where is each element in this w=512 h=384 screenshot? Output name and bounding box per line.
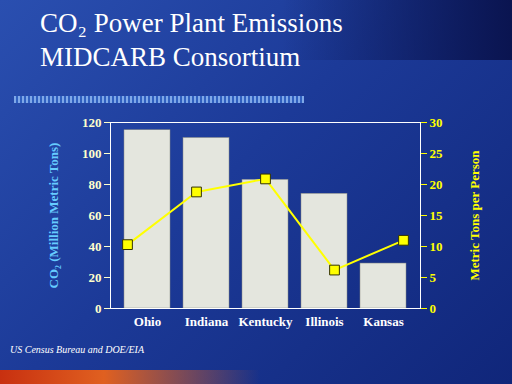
svg-text:5: 5	[430, 270, 437, 285]
svg-text:20: 20	[430, 177, 443, 192]
svg-text:80: 80	[89, 177, 102, 192]
svg-text:60: 60	[89, 208, 102, 223]
html-text:MIDCARB Consortium: MIDCARB Consortium	[40, 42, 301, 72]
svg-text:15: 15	[430, 208, 444, 223]
svg-text:30: 30	[430, 115, 443, 130]
svg-text:10: 10	[430, 239, 443, 254]
svg-text:Kansas: Kansas	[363, 314, 403, 329]
svg-text:40: 40	[89, 239, 102, 254]
html-text:CO₂ Power Plant Emissions: CO₂ Power Plant Emissions	[40, 8, 343, 38]
svg-text:Kentucky: Kentucky	[238, 314, 293, 329]
svg-text:0: 0	[430, 301, 437, 316]
svg-text:CO₂ (Million Metric Tons): CO₂ (Million Metric Tons)	[46, 143, 61, 289]
svg-text:Ohio: Ohio	[134, 314, 161, 329]
svg-text:Illinois: Illinois	[305, 314, 343, 329]
svg-text:120: 120	[82, 115, 102, 130]
svg-text:Indiana: Indiana	[185, 314, 229, 329]
svg-text:20: 20	[89, 270, 102, 285]
html-text:US Census Bureau and DOE/EIA: US Census Bureau and DOE/EIA	[10, 344, 145, 355]
svg-text:25: 25	[430, 146, 444, 161]
svg-text:100: 100	[82, 146, 102, 161]
svg-text:Metric Tons per Person: Metric Tons per Person	[467, 150, 482, 281]
svg-text:0: 0	[95, 301, 102, 316]
